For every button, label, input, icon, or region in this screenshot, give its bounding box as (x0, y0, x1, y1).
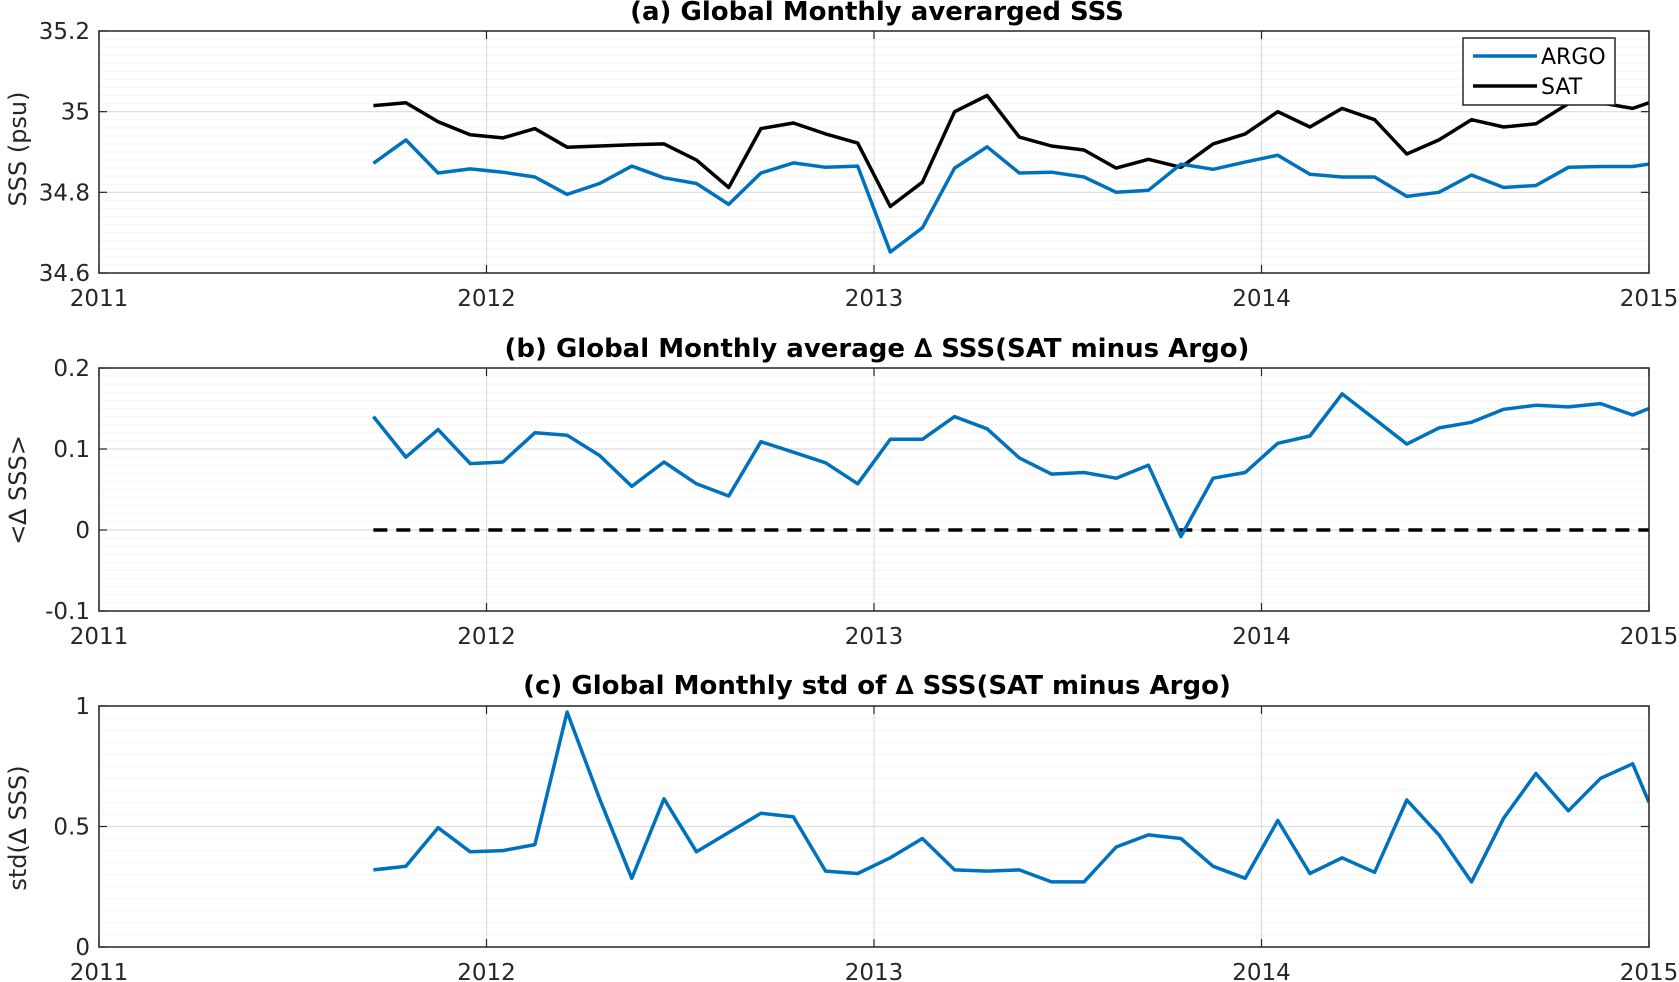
series-line-sat (373, 93, 1649, 209)
x-tick-label: 2015 (1620, 286, 1679, 312)
panel-a-series (372, 93, 1649, 254)
x-tick-label: 2011 (70, 286, 129, 312)
x-tick-label: 2011 (70, 960, 129, 982)
y-tick-label: 0.1 (53, 437, 90, 463)
panel-b-axes-box (98, 367, 1650, 612)
panel-b-y-label: <∆ SSS> (4, 435, 32, 545)
y-tick-label: -0.1 (45, 599, 90, 625)
panel-a-axes-box (98, 30, 1650, 274)
y-tick-label: 0.2 (53, 356, 90, 382)
panel-b-series (372, 392, 1649, 539)
legend-argo-label: ARGO (1541, 45, 1606, 70)
y-tick-label: 0 (75, 518, 90, 544)
panel-a: (a) Global Monthly averarged SSS SSS (ps… (4, 0, 1678, 312)
panel-a-y-label: SSS (psu) (4, 91, 32, 206)
x-tick-label: 2012 (457, 286, 516, 312)
y-tick-label: 35.2 (39, 19, 90, 45)
x-tick-label: 2014 (1232, 286, 1291, 312)
y-tick-label: 34.8 (39, 180, 90, 206)
panel-c-y-label: std(∆ SSS) (4, 765, 32, 890)
panel-b-ticks: 2011 2012 2013 2014 2015 -0.1 0 0.1 0.2 (45, 356, 1678, 650)
y-tick-label: 34.6 (39, 261, 90, 287)
panel-b-title: (b) Global Monthly average ∆ SSS(SAT min… (505, 334, 1250, 364)
y-tick-label: 35 (61, 100, 90, 126)
panel-c-ticks: 2011 2012 2013 2014 2015 0 0.5 1 (53, 694, 1678, 982)
x-tick-label: 2014 (1232, 624, 1291, 650)
x-tick-label: 2012 (457, 624, 516, 650)
y-tick-label: 1 (75, 694, 90, 720)
panel-c-grid (98, 705, 1650, 948)
panel-c-series (373, 710, 1649, 884)
x-tick-label: 2011 (70, 624, 129, 650)
panel-c: (c) Global Monthly std of ∆ SSS(SAT minu… (4, 671, 1678, 982)
x-tick-label: 2015 (1620, 624, 1679, 650)
panel-a-title: (a) Global Monthly averarged SSS (630, 0, 1124, 27)
x-tick-label: 2013 (845, 286, 904, 312)
legend-box (1462, 37, 1616, 106)
series-line (373, 710, 1649, 884)
series-line-argo (372, 138, 1649, 254)
panel-a-ticks: 2011 2012 2013 2014 2015 34.6 34.8 35 35.2 (39, 19, 1678, 312)
legend-sat-label: SAT (1541, 75, 1583, 100)
panel-a-legend: ARGO SAT (1462, 37, 1616, 106)
x-tick-label: 2013 (845, 624, 904, 650)
y-tick-label: 0.5 (53, 815, 90, 841)
x-tick-label: 2013 (845, 960, 904, 982)
panel-c-title: (c) Global Monthly std of ∆ SSS(SAT minu… (523, 671, 1231, 701)
series-line (372, 392, 1649, 539)
x-tick-label: 2014 (1232, 960, 1291, 982)
panel-b: (b) Global Monthly average ∆ SSS(SAT min… (4, 334, 1678, 650)
y-tick-label: 0 (75, 935, 90, 961)
panel-c-axes-box (98, 705, 1650, 948)
x-tick-label: 2012 (457, 960, 516, 982)
x-tick-label: 2015 (1620, 960, 1679, 982)
